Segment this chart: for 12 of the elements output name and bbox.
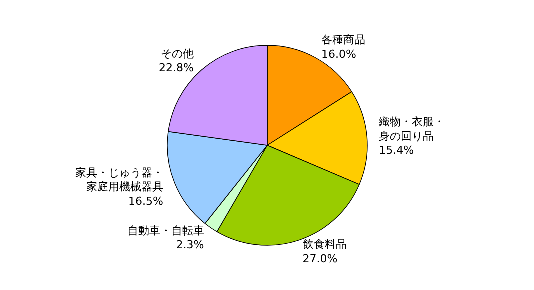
data-label: 22.8% <box>159 62 194 75</box>
slice-label: その他 <box>160 47 194 60</box>
data-label: 2.3% <box>176 238 204 252</box>
slice-label: 織物・衣服・身の回り品 <box>378 116 446 143</box>
slice-label: 自動車・自転車 <box>127 224 204 238</box>
slice-label: 家具・じゅう器・家庭用機械器具 <box>75 166 164 194</box>
slice-label: 飲食料品 <box>302 238 347 252</box>
data-label: 15.4% <box>379 144 414 158</box>
data-label: 16.5% <box>128 194 164 208</box>
slice-label: 各種商品 <box>321 34 366 47</box>
data-label: 16.0% <box>321 48 356 62</box>
data-label: 27.0% <box>302 252 338 266</box>
